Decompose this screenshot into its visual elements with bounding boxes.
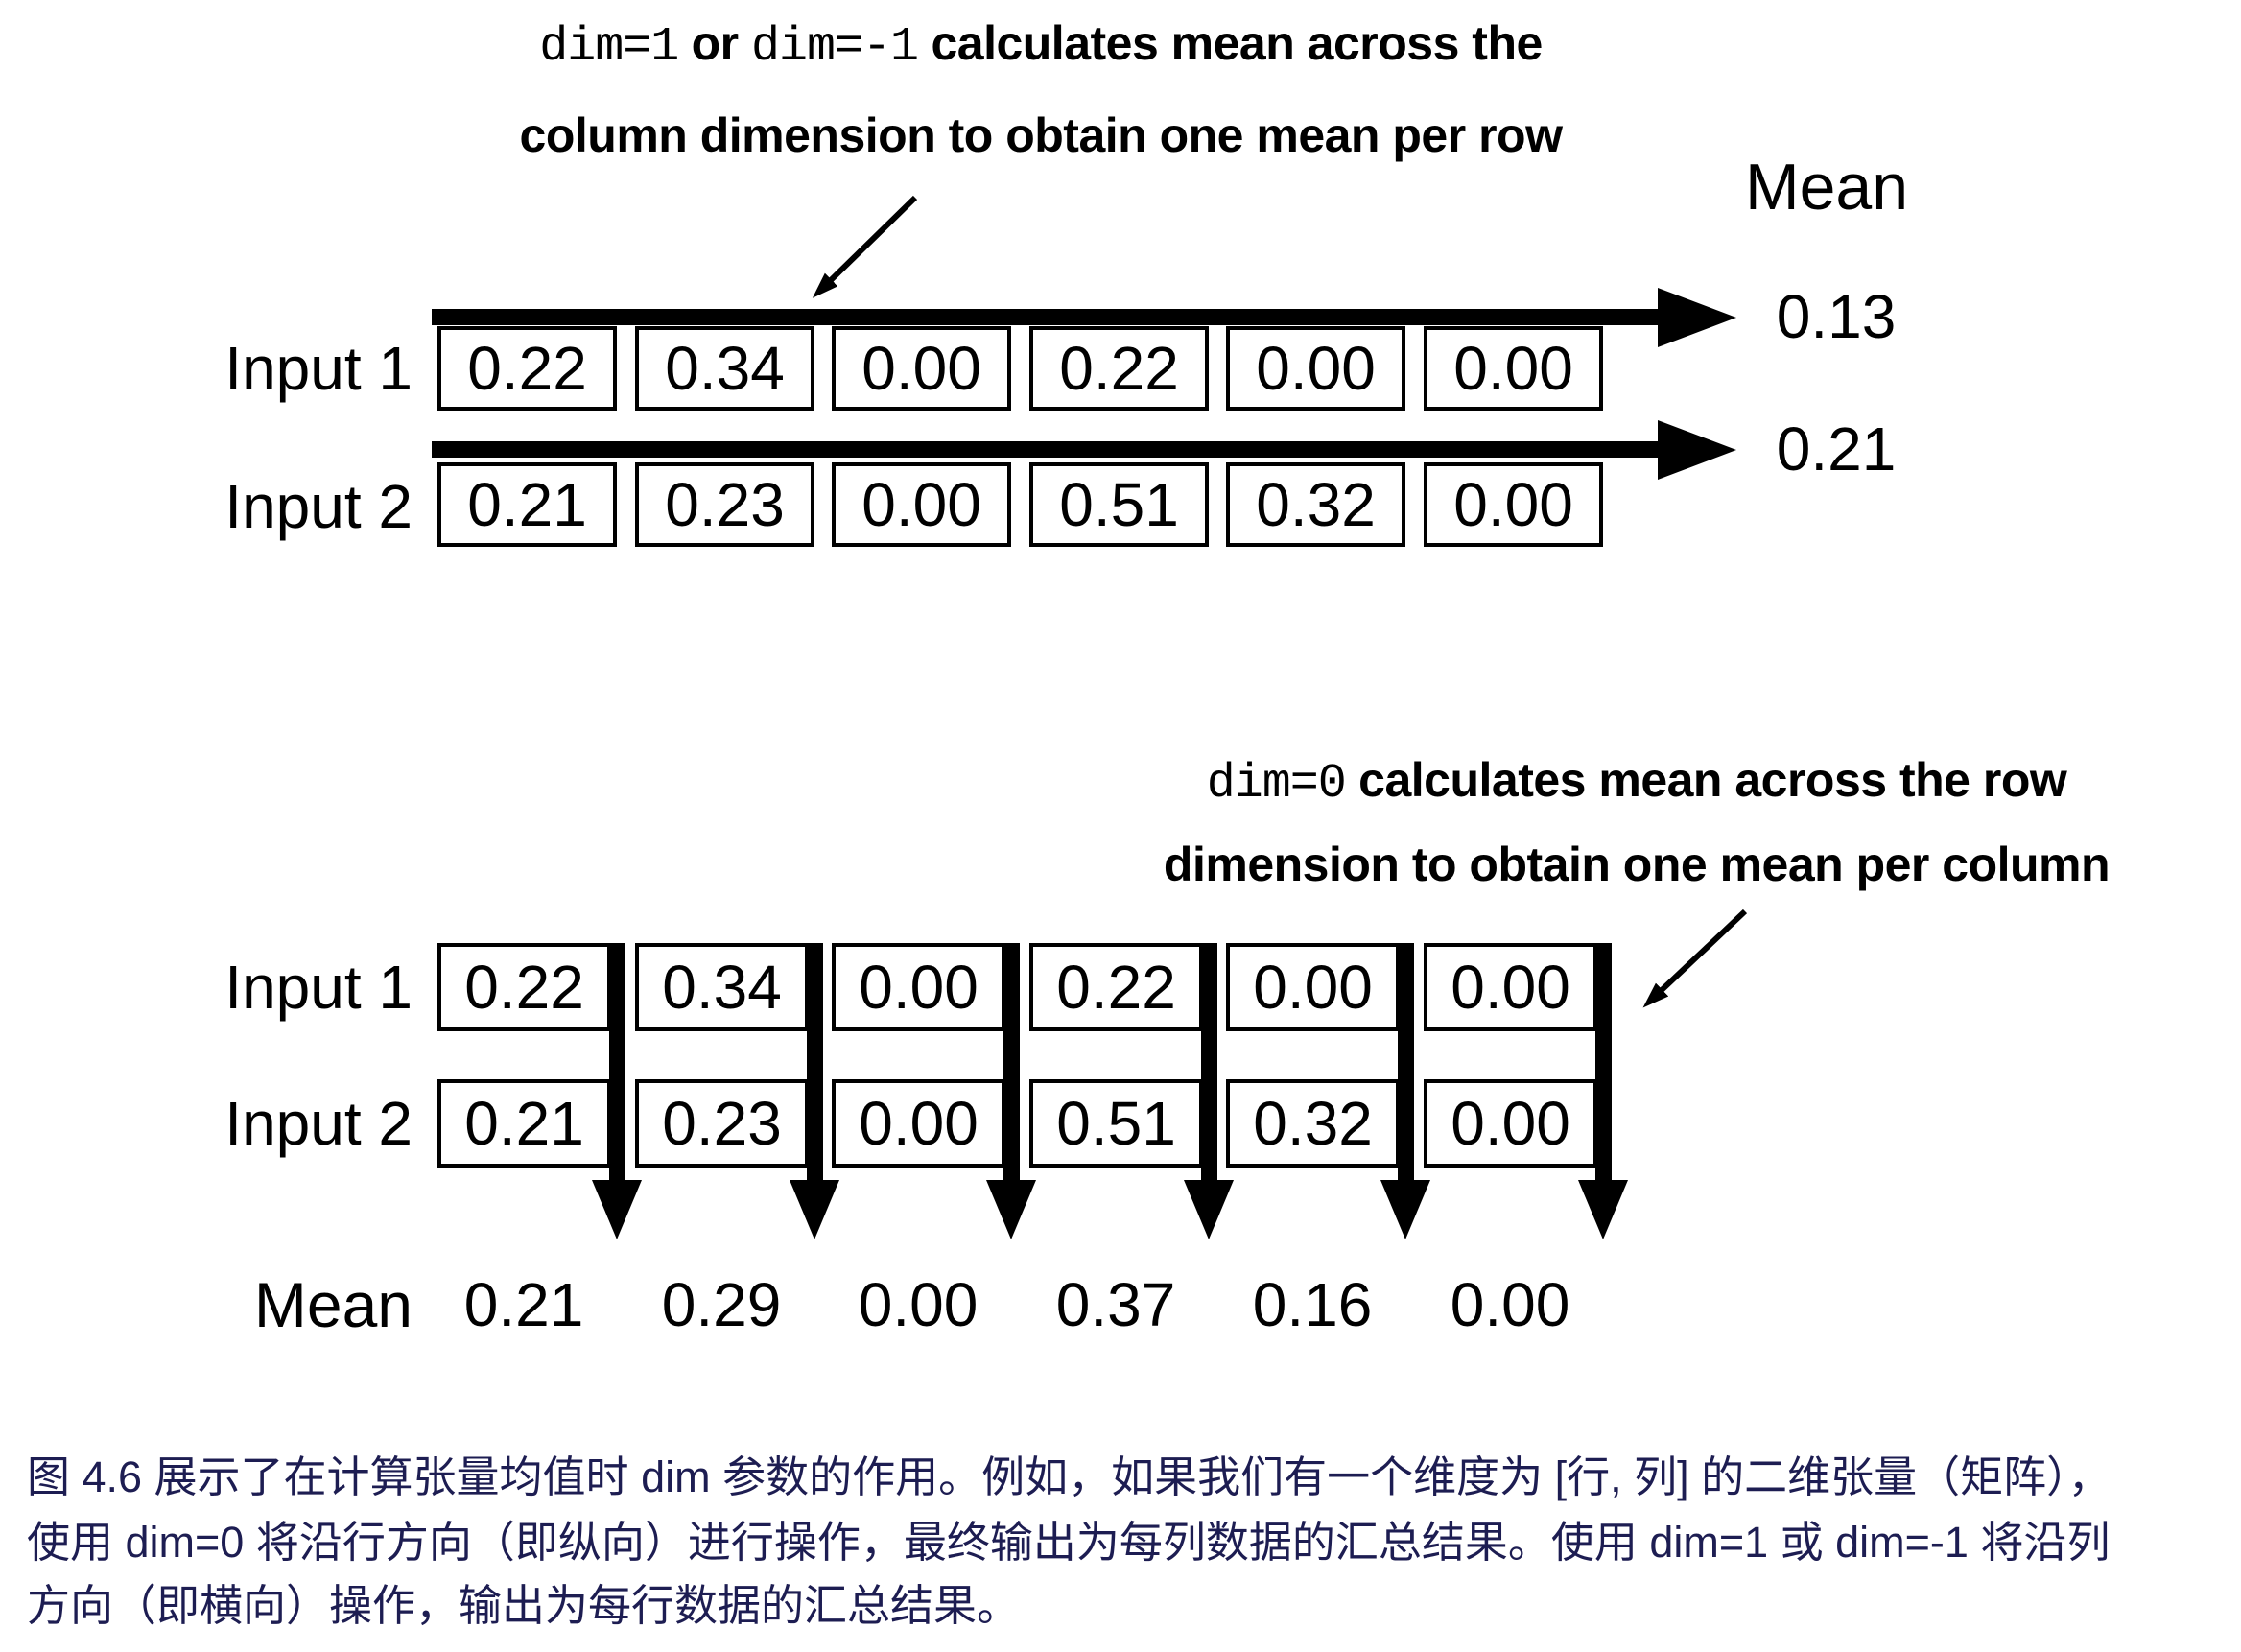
top-diagonal-arrow-icon	[812, 195, 918, 298]
figure-caption-line1: 图 4.6 展示了在计算张量均值时 dim 参数的作用。例如，如果我们有一个维度…	[27, 1452, 2111, 1501]
value-box: 0.22	[437, 326, 617, 411]
value-box: 0.22	[1029, 326, 1209, 411]
col1-arrow-shaft	[609, 943, 625, 1180]
value-box: 0.34	[635, 943, 809, 1031]
row1-arrowhead-icon	[1658, 288, 1736, 347]
col2-arrowhead-icon	[790, 1180, 839, 1239]
col5-arrowhead-icon	[1380, 1180, 1430, 1239]
bottom-input2-label: Input 2	[224, 1089, 413, 1158]
or-text: or	[678, 16, 752, 70]
value-box: 0.21	[437, 1079, 611, 1168]
top-input1-label: Input 1	[224, 334, 413, 403]
value-box: 0.23	[635, 462, 814, 547]
col-mean-value: 0.00	[858, 1270, 979, 1339]
col-mean-value: 0.29	[661, 1270, 782, 1339]
col1-arrowhead-icon	[592, 1180, 642, 1239]
value-box: 0.51	[1029, 462, 1209, 547]
col6-arrow-shaft	[1595, 943, 1612, 1180]
value-box: 0.00	[832, 1079, 1005, 1168]
value-box: 0.32	[1226, 1079, 1400, 1168]
col4-arrow-shaft	[1201, 943, 1217, 1180]
col-mean-value: 0.21	[463, 1270, 584, 1339]
value-box: 0.51	[1029, 1079, 1203, 1168]
value-box: 0.21	[437, 462, 617, 547]
bottom-annotation-line2: dimension to obtain one mean per column	[1163, 838, 2111, 891]
value-box: 0.32	[1226, 462, 1405, 547]
top-annotation-line2: column dimension to obtain one mean per …	[519, 108, 1563, 162]
top-input2-label: Input 2	[224, 472, 413, 541]
col-mean-value: 0.16	[1252, 1270, 1373, 1339]
value-box: 0.00	[1424, 1079, 1597, 1168]
col-mean-value: 0.00	[1450, 1270, 1570, 1339]
figure-caption-line2: 使用 dim=0 将沿行方向（即纵向）进行操作，最终输出为每列数据的汇总结果。使…	[27, 1518, 2111, 1567]
row1-mean-value: 0.13	[1776, 282, 1897, 351]
row2-arrowhead-icon	[1658, 420, 1736, 480]
mean-column-header: Mean	[1744, 151, 1909, 224]
bottom-mean-label: Mean	[253, 1269, 413, 1340]
col6-arrowhead-icon	[1578, 1180, 1628, 1239]
col-mean-value: 0.37	[1055, 1270, 1176, 1339]
col5-arrow-shaft	[1398, 943, 1414, 1180]
value-box: 0.22	[437, 943, 611, 1031]
bottom-annotation-rest: calculates mean across the row	[1345, 753, 2067, 807]
col3-arrow-shaft	[1003, 943, 1020, 1180]
row1-arrow-shaft	[432, 309, 1660, 325]
dim1-code: dim=1	[539, 20, 679, 75]
row2-arrow-shaft	[432, 441, 1660, 458]
col2-arrow-shaft	[807, 943, 823, 1180]
value-box: 0.00	[1226, 943, 1400, 1031]
bottom-annotation-line1: dim=0 calculates mean across the row	[1007, 752, 2241, 813]
value-box: 0.00	[1424, 462, 1603, 547]
value-box: 0.00	[1424, 943, 1597, 1031]
value-box: 0.00	[832, 326, 1011, 411]
value-box: 0.22	[1029, 943, 1203, 1031]
row2-mean-value: 0.21	[1776, 414, 1897, 484]
value-box: 0.00	[832, 943, 1005, 1031]
bottom-input1-label: Input 1	[224, 953, 413, 1022]
figure-caption-line3: 方向（即横向）操作，输出为每行数据的汇总结果。	[27, 1581, 1021, 1630]
dim-minus1-code: dim=-1	[751, 20, 919, 75]
value-box: 0.00	[1226, 326, 1405, 411]
value-box: 0.23	[635, 1079, 809, 1168]
col4-arrowhead-icon	[1184, 1180, 1234, 1239]
top-annotation-line1: dim=1 or dim=-1 calculates mean across t…	[273, 15, 1808, 76]
value-box: 0.00	[832, 462, 1011, 547]
dim0-code: dim=0	[1206, 757, 1347, 812]
value-box: 0.34	[635, 326, 814, 411]
value-box: 0.00	[1424, 326, 1603, 411]
col3-arrowhead-icon	[986, 1180, 1036, 1239]
bottom-diagonal-arrow-icon	[1642, 909, 1748, 1008]
top-annotation-rest: calculates mean across the	[918, 16, 1543, 70]
